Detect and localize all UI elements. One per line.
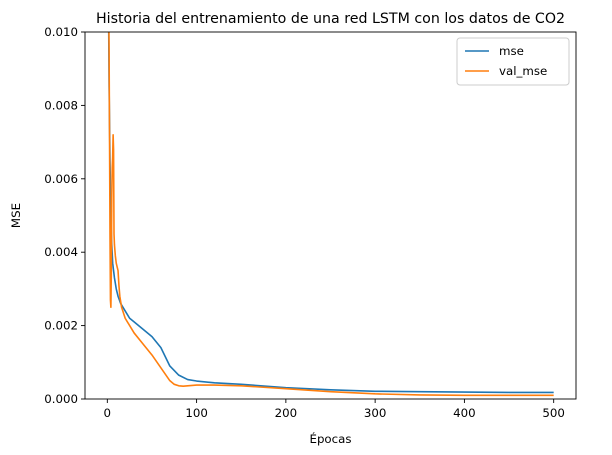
x-tick-label: 0 (104, 406, 112, 420)
legend: mse val_mse (456, 37, 570, 86)
y-tick-label: 0.002 (44, 319, 78, 333)
y-tick-label: 0.004 (44, 245, 78, 259)
legend-box (456, 37, 570, 86)
tick-layer: 0 100 200 300 400 500 0.000 0.002 0.004 0.006 0.00… (44, 25, 565, 420)
x-tick-label: 300 (364, 406, 387, 420)
series-line-val-mse (108, 32, 554, 397)
x-axis-label: Épocas (309, 431, 351, 446)
y-tick-label: 0.000 (44, 392, 78, 406)
series-layer (107, 32, 554, 397)
legend-label: mse (499, 44, 524, 58)
plot-frame (84, 31, 577, 400)
x-tick-label: 200 (275, 406, 298, 420)
x-tick-label: 400 (453, 406, 476, 420)
y-tick-label: 0.010 (44, 25, 78, 39)
y-axis-label: MSE (9, 203, 23, 228)
chart-title: Historia del entrenamiento de una red LS… (96, 11, 565, 27)
x-tick-label: 500 (542, 406, 565, 420)
y-tick-label: 0.008 (44, 98, 78, 112)
x-tick-label: 100 (185, 406, 208, 420)
y-tick-label: 0.006 (44, 172, 78, 186)
series-line-mse (107, 32, 554, 394)
legend-label: val_mse (499, 64, 547, 78)
